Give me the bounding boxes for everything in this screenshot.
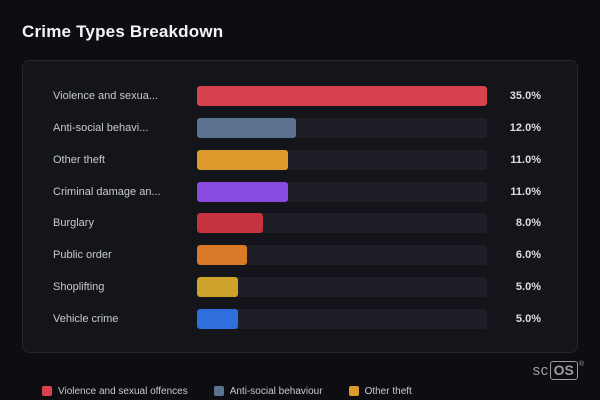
category-label: Violence and sexua... xyxy=(53,90,158,102)
chart-row: Burglary 8.0% xyxy=(53,208,541,238)
value-label: 35.0% xyxy=(509,90,541,102)
legend: Violence and sexual offences Anti-social… xyxy=(42,382,412,400)
bar-fill[interactable] xyxy=(197,86,487,106)
chart-row: Criminal damage an... 11.0% xyxy=(53,177,541,207)
category-label: Criminal damage an... xyxy=(53,185,161,198)
bar-track[interactable] xyxy=(197,277,487,298)
bar-track[interactable] xyxy=(197,86,487,106)
brand-logo-box: OS xyxy=(549,361,578,380)
value-label: 8.0% xyxy=(515,217,541,230)
chart-row: Anti-social behavi... 12.0% xyxy=(53,113,541,143)
category-label: Other theft xyxy=(53,153,105,166)
legend-item[interactable]: Other theft xyxy=(348,385,412,397)
value-label: 12.0% xyxy=(509,121,541,134)
bar-track[interactable] xyxy=(197,213,487,234)
value-label: 5.0% xyxy=(515,312,541,325)
bar-track[interactable] xyxy=(197,308,487,329)
legend-swatch xyxy=(213,386,224,396)
bar-fill[interactable] xyxy=(197,308,239,329)
legend-item[interactable]: Violence and sexual offences xyxy=(42,386,188,397)
chart-row: Public order 6.0% xyxy=(53,240,541,270)
value-label: 6.0% xyxy=(515,249,541,262)
bar-track[interactable] xyxy=(197,149,487,170)
category-label: Burglary xyxy=(53,217,94,230)
bar-track[interactable] xyxy=(197,181,487,202)
bar-fill[interactable] xyxy=(197,277,239,298)
legend-item[interactable]: Anti-social behaviour xyxy=(213,385,323,397)
bar-fill[interactable] xyxy=(197,117,297,138)
legend-swatch xyxy=(42,386,52,396)
legend-label: Anti-social behaviour xyxy=(229,385,323,397)
bar-fill[interactable] xyxy=(197,245,247,266)
legend-label: Violence and sexual offences xyxy=(58,385,188,397)
chart-card: Violence and sexua... 35.0% Anti-social … xyxy=(22,60,578,353)
bar-track[interactable] xyxy=(197,117,487,138)
brand-logo: sc OS ® xyxy=(533,361,584,380)
category-label: Anti-social behavi... xyxy=(53,121,149,134)
chart-row: Violence and sexua... 35.0% xyxy=(53,81,541,111)
bar-fill[interactable] xyxy=(197,181,289,202)
legend-label: Other theft xyxy=(364,385,412,397)
category-label: Shoplifting xyxy=(53,281,105,294)
category-label: Vehicle crime xyxy=(53,312,119,325)
chart-row: Vehicle crime 5.0% xyxy=(53,304,541,334)
bar-fill[interactable] xyxy=(197,213,264,234)
registered-mark: ® xyxy=(578,361,584,368)
chart-row: Shoplifting 5.0% xyxy=(53,272,541,302)
value-label: 11.0% xyxy=(510,153,541,166)
value-label: 11.0% xyxy=(510,185,541,198)
legend-swatch xyxy=(348,386,359,396)
bar-fill[interactable] xyxy=(197,149,289,170)
brand-logo-prefix: sc xyxy=(532,362,549,379)
category-label: Public order xyxy=(53,249,112,262)
value-label: 5.0% xyxy=(515,281,541,294)
chart-row: Other theft 11.0% xyxy=(53,145,541,175)
page-title: Crime Types Breakdown xyxy=(22,22,224,41)
bar-track[interactable] xyxy=(197,245,487,266)
